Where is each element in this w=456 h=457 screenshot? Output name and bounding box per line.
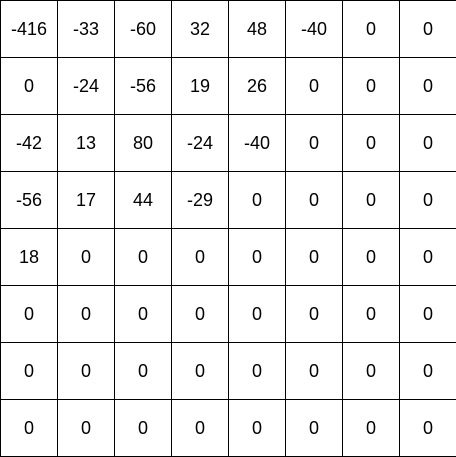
matrix-cell: 0 <box>1 58 58 115</box>
matrix-cell: 0 <box>343 115 400 172</box>
matrix-cell: 0 <box>1 400 58 457</box>
matrix-cell: 0 <box>286 172 343 229</box>
matrix-cell: 13 <box>58 115 115 172</box>
matrix-cell: -29 <box>172 172 229 229</box>
matrix-cell: 0 <box>172 286 229 343</box>
matrix-cell: 0 <box>343 229 400 286</box>
matrix-cell: 0 <box>229 286 286 343</box>
matrix-cell: 0 <box>286 229 343 286</box>
matrix-cell: -60 <box>115 1 172 58</box>
matrix-cell: 0 <box>343 1 400 58</box>
matrix-cell: 0 <box>115 343 172 400</box>
matrix-cell: 0 <box>400 343 456 400</box>
matrix-cell: 0 <box>286 58 343 115</box>
matrix-cell: 0 <box>286 115 343 172</box>
matrix-cell: 0 <box>400 1 456 58</box>
matrix-cell: 44 <box>115 172 172 229</box>
matrix-cell: 0 <box>58 229 115 286</box>
matrix-cell: 0 <box>115 286 172 343</box>
matrix-cell: 0 <box>286 286 343 343</box>
matrix-cell: 0 <box>400 172 456 229</box>
matrix-cell: 18 <box>1 229 58 286</box>
matrix-cell: 0 <box>229 229 286 286</box>
matrix-cell: 0 <box>400 400 456 457</box>
matrix-cell: -24 <box>172 115 229 172</box>
matrix-cell: 17 <box>58 172 115 229</box>
matrix-cell: -56 <box>115 58 172 115</box>
matrix-cell: 0 <box>400 286 456 343</box>
matrix-cell: 0 <box>115 229 172 286</box>
matrix-cell: 0 <box>172 229 229 286</box>
matrix-cell: 0 <box>58 286 115 343</box>
matrix-cell: 0 <box>343 172 400 229</box>
matrix-cell: -40 <box>229 115 286 172</box>
matrix-cell: -42 <box>1 115 58 172</box>
matrix-cell: 80 <box>115 115 172 172</box>
matrix-cell: 0 <box>172 343 229 400</box>
matrix-cell: 0 <box>1 343 58 400</box>
matrix-cell: 0 <box>343 286 400 343</box>
matrix-cell: 0 <box>172 400 229 457</box>
matrix-cell: 0 <box>343 58 400 115</box>
matrix-cell: -24 <box>58 58 115 115</box>
matrix-cell: 0 <box>1 286 58 343</box>
matrix-cell: 0 <box>229 343 286 400</box>
matrix-cell: 19 <box>172 58 229 115</box>
matrix-cell: 0 <box>400 115 456 172</box>
matrix-cell: 0 <box>286 343 343 400</box>
matrix-cell: 0 <box>400 58 456 115</box>
matrix-cell: -56 <box>1 172 58 229</box>
matrix-cell: 0 <box>229 172 286 229</box>
matrix-cell: 0 <box>229 400 286 457</box>
matrix-cell: 0 <box>115 400 172 457</box>
matrix-cell: 0 <box>58 400 115 457</box>
matrix-cell: 0 <box>58 343 115 400</box>
matrix-cell: 0 <box>343 400 400 457</box>
matrix-cell: -40 <box>286 1 343 58</box>
matrix-cell: 48 <box>229 1 286 58</box>
matrix-cell: 0 <box>343 343 400 400</box>
matrix-cell: 32 <box>172 1 229 58</box>
matrix-cell: 0 <box>286 400 343 457</box>
matrix-cell: -33 <box>58 1 115 58</box>
matrix-cell: 0 <box>400 229 456 286</box>
matrix-cell: -416 <box>1 1 58 58</box>
matrix-cell: 26 <box>229 58 286 115</box>
